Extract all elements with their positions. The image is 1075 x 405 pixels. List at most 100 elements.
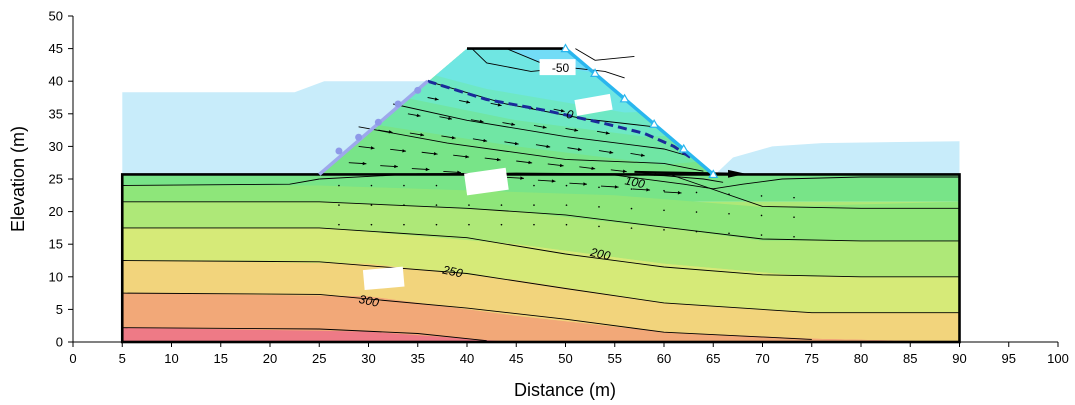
x-tick-label: 70 — [755, 351, 769, 366]
x-tick-label: 5 — [119, 351, 126, 366]
dam-contour-zone — [555, 48, 714, 66]
upstream-boundary-node — [335, 147, 343, 155]
contour-label: 200 — [588, 245, 612, 263]
flow-vector-head — [497, 103, 502, 107]
phreatic-line — [427, 79, 695, 161]
upstream-boundary-node — [414, 86, 422, 94]
x-tick-label: 0 — [69, 351, 76, 366]
contour-labels: -50 0 100 200 250 300 — [358, 59, 646, 310]
foundation-contour-fill — [122, 174, 960, 342]
flow-vector-dot — [793, 196, 795, 199]
flow-vector-dot — [370, 184, 373, 187]
flow-vector-dot — [695, 230, 698, 233]
contour-label: 300 — [358, 292, 381, 310]
flow-vector-dot — [598, 206, 600, 208]
flow-vector-head — [583, 182, 588, 186]
flow-vector-head — [402, 149, 407, 153]
y-tick-label: 50 — [49, 9, 63, 24]
flow-vector-head — [511, 122, 516, 126]
y-axis-ticks: 0 5 10 15 20 25 30 35 40 45 50 — [49, 9, 73, 350]
flow-vector-head — [605, 131, 610, 135]
seepage-review-node — [708, 169, 719, 179]
y-tick-label: 40 — [49, 74, 63, 89]
y-tick-label: 45 — [49, 41, 63, 56]
flow-vector-dot — [500, 223, 503, 226]
flow-vector-dot — [663, 209, 665, 212]
flow-vector-dot — [403, 204, 405, 206]
flow-vector-head — [559, 163, 564, 168]
flow-vector-head — [465, 154, 470, 159]
flow-vector-dot — [598, 225, 600, 228]
x-tick-label: 45 — [509, 351, 523, 366]
x-tick-label: 30 — [361, 351, 375, 366]
y-tick-label: 5 — [56, 302, 63, 317]
contour-line — [358, 126, 704, 172]
contour-label: 250 — [440, 262, 464, 280]
flow-vector-dot — [695, 211, 698, 213]
flow-vector-head — [394, 164, 398, 169]
flow-vector-dot — [728, 212, 730, 215]
flow-vector-head — [416, 113, 421, 118]
contour-line — [122, 227, 960, 278]
seepage-review-node — [560, 43, 571, 53]
downstream-tailwater — [715, 141, 960, 175]
flow-vector-dot — [663, 229, 665, 231]
flow-vector-head — [591, 166, 596, 171]
flow-vector-dot — [565, 204, 568, 206]
flow-vector-head — [451, 135, 456, 140]
flow-vector-dot — [403, 223, 405, 226]
y-tick-label: 10 — [49, 269, 63, 284]
flow-vector-dot — [695, 191, 698, 194]
y-tick-label: 15 — [49, 237, 63, 252]
seepage-review-node — [619, 93, 630, 103]
flow-vector-head — [483, 138, 488, 143]
dam-contour-zone — [585, 48, 714, 52]
flow-vector-head — [560, 109, 565, 113]
x-axis-ticks: 0 5 10 15 20 25 30 35 40 45 50 55 60 65 70 75 80 85 90 95 10… — [69, 342, 1069, 366]
blank-label-box — [464, 167, 509, 196]
flow-vector-head — [640, 153, 645, 157]
flow-vector-head — [520, 176, 524, 180]
contour-line — [122, 292, 812, 340]
flow-vector-dot — [630, 227, 633, 229]
x-tick-label: 55 — [608, 351, 622, 366]
flow-vector-dot — [370, 204, 373, 206]
seepage-review-node — [678, 143, 689, 153]
y-tick-label: 0 — [56, 335, 63, 350]
contour-line — [122, 327, 487, 342]
flow-vector-head — [609, 150, 614, 154]
flow-vector-dot — [403, 184, 405, 187]
x-tick-label: 75 — [805, 351, 819, 366]
contour-line — [393, 103, 694, 158]
x-tick-label: 25 — [312, 351, 326, 366]
boundary-conditions — [318, 43, 719, 179]
flow-vector-dot — [630, 207, 633, 210]
x-tick-label: 100 — [1047, 351, 1069, 366]
flow-vector-dot — [338, 184, 340, 187]
y-tick-label: 30 — [49, 139, 63, 154]
foundation-contour-zone — [122, 201, 960, 277]
flow-vector-dot — [435, 223, 438, 226]
x-tick-label: 50 — [558, 351, 572, 366]
flow-vector-head — [433, 152, 438, 156]
contour-line — [122, 178, 320, 186]
x-tick-label: 95 — [1002, 351, 1016, 366]
x-tick-label: 60 — [657, 351, 671, 366]
flow-vector-dot — [728, 193, 730, 195]
flow-vector-dot — [338, 204, 340, 206]
foundation-contour-zone — [122, 260, 960, 342]
seepage-review-node — [590, 68, 601, 77]
flow-vector-head — [542, 125, 547, 129]
x-axis-title: Distance (m) — [514, 380, 616, 400]
flow-vector-dot — [500, 204, 503, 206]
y-tick-label: 20 — [49, 204, 63, 219]
contour-line — [122, 201, 960, 242]
flow-vector-dot — [793, 235, 795, 238]
flow-vector-head — [646, 188, 651, 192]
flow-vector-dot — [435, 184, 438, 187]
flow-vector-head — [370, 146, 375, 150]
flow-vector-head — [577, 147, 582, 152]
flow-vector-head — [388, 130, 393, 134]
x-tick-label: 90 — [952, 351, 966, 366]
